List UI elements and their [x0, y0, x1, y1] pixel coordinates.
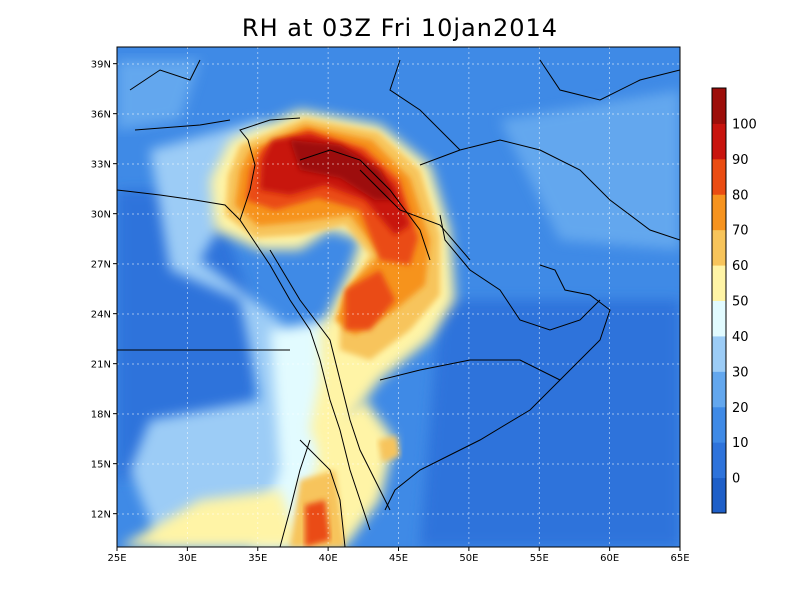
colorbar-label: 90: [732, 153, 749, 168]
colorbar-label: 40: [732, 330, 749, 345]
lon-tick-label: 25E: [107, 553, 126, 564]
lon-tick-label: 35E: [248, 553, 267, 564]
colorbar-swatch: [712, 406, 726, 443]
lon-tick-label: 40E: [319, 553, 338, 564]
colorbar-label: 60: [732, 259, 749, 274]
colorbar-frame: [711, 87, 727, 514]
lat-tick-label: 12N: [91, 510, 111, 521]
colorbar-swatch: [712, 371, 726, 408]
lon-tick-label: 45E: [389, 553, 408, 564]
lat-tick-label: 33N: [91, 160, 111, 171]
colorbar-swatch: [712, 265, 726, 301]
colorbar-label: 100: [732, 117, 757, 132]
lat-tick-label: 18N: [91, 410, 111, 421]
colorbar-label: 80: [732, 188, 749, 203]
colorbar-swatch: [712, 158, 726, 195]
colorbar-swatch: [712, 123, 726, 160]
rh-field: [117, 47, 680, 547]
lon-tick-labels: 25E 30E 35E 40E 45E 50E 55E 60E 65E: [107, 547, 690, 564]
lat-tick-label: 36N: [91, 110, 111, 121]
colorbar-label: 50: [732, 295, 749, 310]
lat-tick-label: 21N: [91, 360, 111, 371]
colorbar-swatch: [712, 194, 726, 231]
colorbar-label: 30: [732, 365, 749, 380]
lat-tick-label: 30N: [91, 210, 111, 221]
colorbar-swatch: [712, 300, 726, 337]
lon-tick-label: 30E: [178, 553, 197, 564]
colorbar: 0 10 20 30 40 50 60 70 80 90 100: [711, 87, 757, 514]
colorbar-label: 10: [732, 436, 749, 451]
lat-tick-label: 24N: [91, 310, 111, 321]
lon-tick-label: 50E: [459, 553, 478, 564]
colorbar-swatch: [712, 335, 726, 372]
map-title: RH at 03Z Fri 10jan2014: [241, 14, 559, 42]
lon-tick-label: 60E: [600, 553, 619, 564]
lat-tick-label: 39N: [91, 60, 111, 71]
colorbar-label: 70: [732, 224, 749, 239]
colorbar-swatch: [712, 477, 726, 514]
lon-tick-label: 55E: [530, 553, 549, 564]
lat-tick-label: 27N: [91, 260, 111, 271]
colorbar-swatch: [712, 229, 726, 266]
colorbar-swatch: [712, 442, 726, 479]
lon-tick-label: 65E: [670, 553, 689, 564]
coastlines: [117, 59, 680, 547]
colorbar-swatch: [712, 88, 726, 124]
lat-tick-labels: 39N 36N 33N 30N 27N 24N 21N 18N 15N 12N: [91, 60, 117, 521]
lat-tick-label: 15N: [91, 460, 111, 471]
colorbar-label: 0: [732, 472, 740, 487]
colorbar-label: 20: [732, 401, 749, 416]
